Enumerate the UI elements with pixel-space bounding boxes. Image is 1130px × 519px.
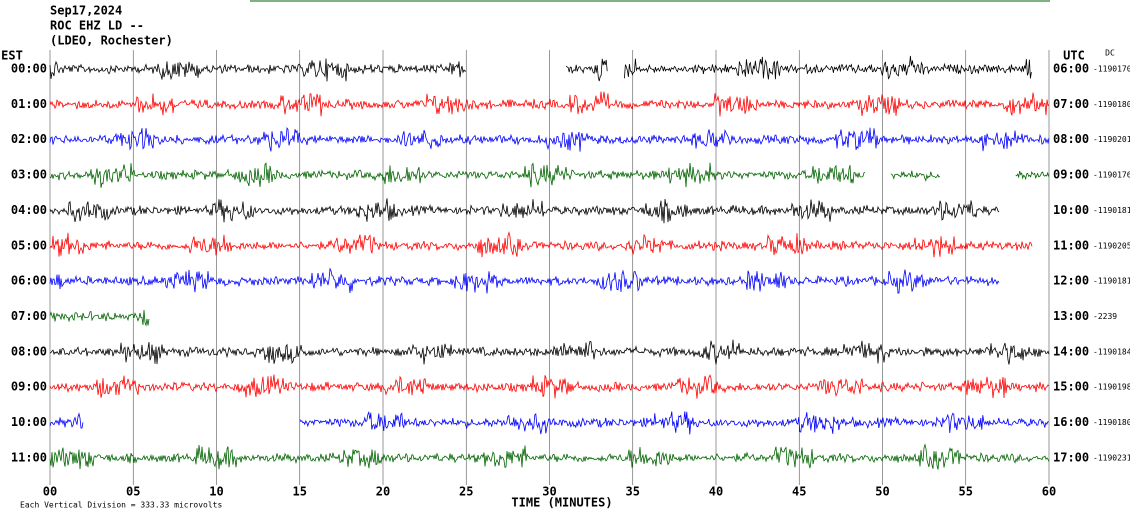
left-time-label: 01:00 xyxy=(11,97,47,111)
x-tick-label: 50 xyxy=(875,485,889,499)
left-time-label: 09:00 xyxy=(11,380,47,394)
trace xyxy=(566,59,607,81)
right-time-label: 07:00 xyxy=(1053,97,1089,111)
dc-label: -1190180 xyxy=(1093,418,1130,427)
dc-label: -1190170 xyxy=(1093,65,1130,74)
right-time-label: 06:00 xyxy=(1053,62,1089,76)
dc-label: -1190181 xyxy=(1093,206,1130,215)
left-time-label: 10:00 xyxy=(11,415,47,429)
trace xyxy=(50,414,83,428)
x-tick-label: 15 xyxy=(293,485,307,499)
right-time-label: 12:00 xyxy=(1053,274,1089,288)
trace xyxy=(50,163,865,188)
left-time-label: 03:00 xyxy=(11,168,47,182)
right-time-label: 09:00 xyxy=(1053,168,1089,182)
title-line: (LDEO, Rochester) xyxy=(50,34,173,48)
right-time-label: 13:00 xyxy=(1053,309,1089,323)
trace xyxy=(891,171,940,181)
x-tick-label: 45 xyxy=(792,485,806,499)
dc-label: -1190176 xyxy=(1093,171,1130,180)
right-time-label: 10:00 xyxy=(1053,203,1089,217)
dc-label: -1190231 xyxy=(1093,453,1130,462)
x-axis-label: TIME (MINUTES) xyxy=(511,496,612,510)
dc-label: -1190180 xyxy=(1093,100,1130,109)
x-tick-label: 35 xyxy=(626,485,640,499)
x-tick-label: 55 xyxy=(959,485,973,499)
dc-label: -1190198 xyxy=(1093,383,1130,392)
left-time-label: 00:00 xyxy=(11,62,47,76)
x-tick-label: 20 xyxy=(376,485,390,499)
title-line: ROC EHZ LD -- xyxy=(50,19,144,33)
right-time-label: 14:00 xyxy=(1053,344,1089,358)
dc-label: -1190184 xyxy=(1093,347,1130,356)
x-tick-label: 30 xyxy=(542,485,556,499)
trace xyxy=(50,310,149,325)
left-time-label: 08:00 xyxy=(11,344,47,358)
right-header: UTC xyxy=(1063,49,1085,63)
footer: Each Vertical Division = 333.33 microvol… xyxy=(20,501,222,510)
trace xyxy=(300,411,1049,434)
trace xyxy=(50,198,999,223)
x-tick-label: 05 xyxy=(126,485,140,499)
x-tick-label: 40 xyxy=(709,485,723,499)
dc-label: -1190201 xyxy=(1093,135,1130,144)
x-tick-label: 00 xyxy=(43,485,57,499)
left-time-label: 11:00 xyxy=(11,450,47,464)
dc-header: DC xyxy=(1105,49,1115,58)
right-time-label: 16:00 xyxy=(1053,415,1089,429)
dc-label: -1190181 xyxy=(1093,277,1130,286)
right-time-label: 17:00 xyxy=(1053,450,1089,464)
dc-label: -2239 xyxy=(1093,312,1117,321)
right-time-label: 15:00 xyxy=(1053,380,1089,394)
left-time-label: 04:00 xyxy=(11,203,47,217)
right-time-label: 11:00 xyxy=(1053,238,1089,252)
left-time-label: 06:00 xyxy=(11,274,47,288)
x-tick-label: 10 xyxy=(209,485,223,499)
trace xyxy=(50,59,466,82)
left-header: EST xyxy=(1,49,23,63)
title-line: Sep17,2024 xyxy=(50,4,122,18)
trace xyxy=(50,233,1032,258)
trace xyxy=(1016,171,1049,179)
dc-label: -1190205 xyxy=(1093,241,1130,250)
right-time-label: 08:00 xyxy=(1053,132,1089,146)
left-time-label: 02:00 xyxy=(11,132,47,146)
trace xyxy=(624,56,1031,80)
left-time-label: 05:00 xyxy=(11,238,47,252)
x-tick-label: 25 xyxy=(459,485,473,499)
x-tick-label: 60 xyxy=(1042,485,1056,499)
trace xyxy=(50,269,999,294)
left-time-label: 07:00 xyxy=(11,309,47,323)
